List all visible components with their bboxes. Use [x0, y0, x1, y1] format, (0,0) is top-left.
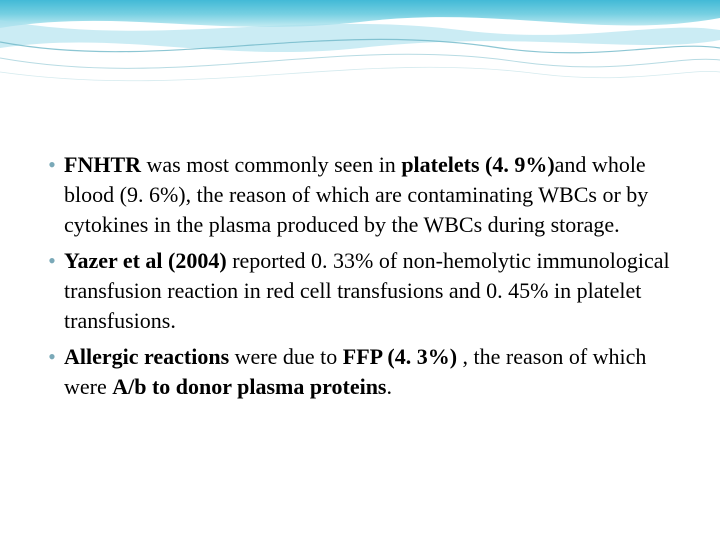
bullet-item: •Allergic reactions were due to FFP (4. …	[40, 342, 680, 402]
bullet-marker-icon: •	[40, 342, 64, 372]
bullet-item: •FNHTR was most commonly seen in platele…	[40, 150, 680, 240]
slide-body: •FNHTR was most commonly seen in platele…	[40, 150, 680, 408]
bullet-item: •Yazer et al (2004) reported 0. 33% of n…	[40, 246, 680, 336]
bold-run: Yazer et al (2004)	[64, 248, 227, 273]
bold-run: FFP (4. 3%)	[343, 344, 457, 369]
text-run: were due to	[229, 344, 343, 369]
bold-run: platelets (4. 9%)	[401, 152, 554, 177]
text-run: .	[387, 374, 393, 399]
bullet-text: Allergic reactions were due to FFP (4. 3…	[64, 342, 680, 402]
wave-svg	[0, 0, 720, 120]
bold-run: Allergic reactions	[64, 344, 229, 369]
bullet-text: Yazer et al (2004) reported 0. 33% of no…	[64, 246, 680, 336]
bullet-marker-icon: •	[40, 150, 64, 180]
bold-run: FNHTR	[64, 152, 141, 177]
bullet-text: FNHTR was most commonly seen in platelet…	[64, 150, 680, 240]
text-run: was most commonly seen in	[141, 152, 401, 177]
bold-run: A/b to donor plasma proteins	[112, 374, 386, 399]
bullet-marker-icon: •	[40, 246, 64, 276]
decorative-wave-header	[0, 0, 720, 120]
